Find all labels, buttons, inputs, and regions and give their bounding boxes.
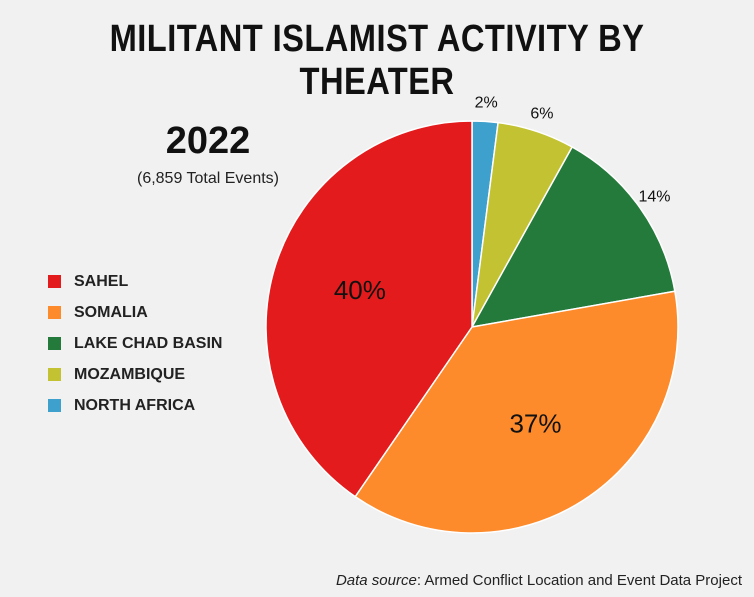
chart-title: MILITANT ISLAMIST ACTIVITY BY THEATER — [109, 18, 645, 103]
legend-label-sahel: SAHEL — [74, 272, 129, 290]
legend-item-sahel: SAHEL — [48, 266, 222, 297]
legend-item-north-africa: NORTH AFRICA — [48, 390, 222, 421]
data-source: Data source: Armed Conflict Location and… — [336, 572, 742, 589]
legend-swatch-north-africa — [48, 399, 61, 412]
legend-label-lake-chad-basin: LAKE CHAD BASIN — [74, 334, 223, 352]
pie-label-somalia: 37% — [509, 409, 561, 439]
legend-swatch-lake-chad-basin — [48, 337, 61, 350]
legend-swatch-somalia — [48, 306, 61, 319]
pie-slice-sahel — [265, 120, 473, 498]
legend: SAHEL SOMALIA LAKE CHAD BASIN MOZAMBIQUE NOR… — [48, 266, 222, 421]
legend-label-north-africa: NORTH AFRICA — [74, 396, 196, 414]
legend-swatch-sahel — [48, 275, 61, 288]
legend-item-mozambique: MOZAMBIQUE — [48, 359, 222, 390]
pie-slice-somalia — [354, 290, 679, 534]
legend-label-mozambique: MOZAMBIQUE — [74, 365, 186, 383]
pie-label-sahel: 40% — [334, 275, 386, 305]
legend-swatch-mozambique — [48, 368, 61, 381]
pie-label-lake-chad-basin: 14% — [638, 188, 670, 205]
data-source-text: : Armed Conflict Location and Event Data… — [416, 572, 742, 589]
pie-label-north-africa: 2% — [475, 95, 498, 112]
total-events: (6,859 Total Events) — [136, 170, 279, 187]
data-source-label: Data source — [335, 572, 417, 589]
pie-label-mozambique: 6% — [530, 105, 553, 122]
chart-year: 2022 — [165, 120, 251, 162]
legend-item-lake-chad-basin: LAKE CHAD BASIN — [48, 328, 222, 359]
pie-slice-lake-chad-basin — [470, 145, 676, 329]
legend-label-somalia: SOMALIA — [74, 303, 148, 321]
legend-item-somalia: SOMALIA — [48, 297, 222, 328]
